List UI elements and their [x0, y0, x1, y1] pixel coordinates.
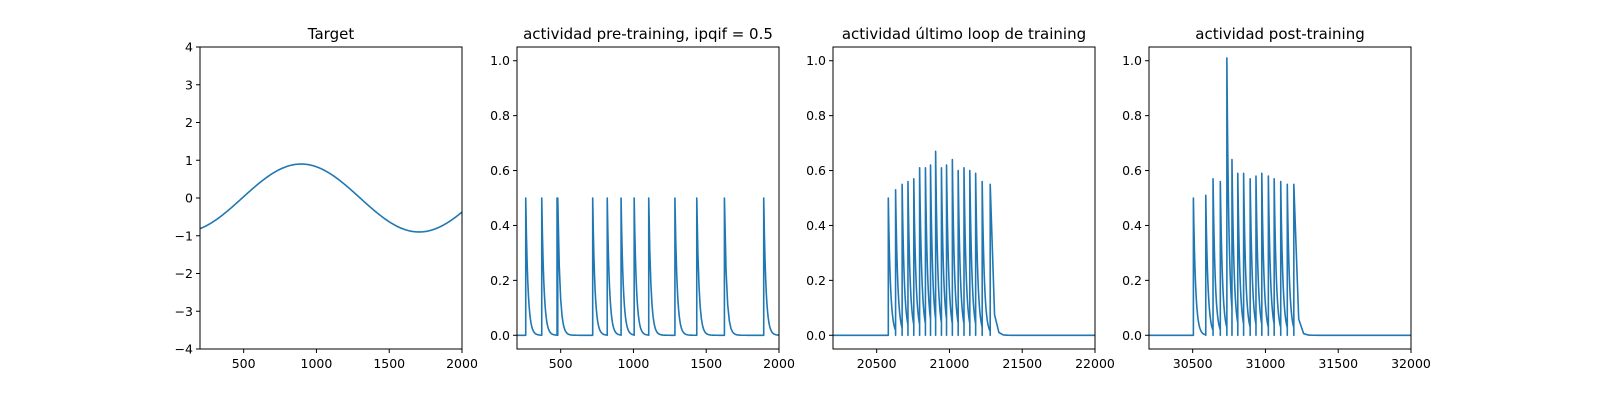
- y-tick-label: 1: [185, 153, 193, 168]
- axes-frame: [832, 46, 1096, 350]
- x-tick-label: 2000: [446, 356, 478, 371]
- x-tick-label: 21500: [1002, 356, 1042, 371]
- x-tick-label: 31500: [1318, 356, 1358, 371]
- y-tick-label: 0.8: [490, 108, 510, 123]
- y-tick-label: 0.8: [1122, 108, 1142, 123]
- series-line: [833, 150, 1095, 337]
- x-tick-label: 21000: [930, 356, 970, 371]
- y-tick-label: 1.0: [806, 53, 826, 68]
- axes-frame: [516, 46, 780, 350]
- chart-panel-4: actividad post-training 30500 31000 31500 32…: [1122, 25, 1431, 371]
- x-tick-label: 32000: [1391, 356, 1431, 371]
- y-tick-label: 0.0: [1122, 328, 1142, 343]
- chart-panel-3: actividad último loop de training 20500 21…: [806, 25, 1115, 371]
- y-tick-label: 0.6: [490, 163, 510, 178]
- axes-frame: [1148, 46, 1412, 350]
- y-tick-label: 1.0: [490, 53, 510, 68]
- y-tick-label: 0: [185, 191, 193, 206]
- x-tick-label: 22000: [1075, 356, 1115, 371]
- y-tick-label: 4: [185, 40, 193, 55]
- x-tick-label: 1500: [373, 356, 405, 371]
- y-tick-label: 0.6: [806, 163, 826, 178]
- chart-title: actividad post-training: [1195, 25, 1364, 43]
- x-tick-label: 2000: [763, 356, 795, 371]
- y-tick-label: 0.4: [490, 218, 510, 233]
- x-tick-label: 500: [549, 356, 573, 371]
- y-tick-label: 0.8: [806, 108, 826, 123]
- x-tick-label: 30500: [1173, 356, 1213, 371]
- y-tick-label: 2: [185, 115, 193, 130]
- chart-panel-2: actividad pre-training, ipqif = 0.5 500 10…: [490, 25, 795, 371]
- y-tick-label: 0.0: [806, 328, 826, 343]
- y-tick-label: −2: [175, 266, 193, 281]
- y-tick-label: 0.2: [806, 273, 826, 288]
- axes-frame: [199, 46, 463, 350]
- y-tick-label: 0.2: [1122, 273, 1142, 288]
- y-tick-label: −3: [175, 304, 193, 319]
- series-line: [517, 197, 779, 337]
- x-tick-label: 500: [232, 356, 256, 371]
- x-tick-label: 31000: [1246, 356, 1286, 371]
- series-line: [200, 163, 462, 233]
- x-tick-label: 20500: [857, 356, 897, 371]
- x-tick-label: 1000: [618, 356, 650, 371]
- y-tick-label: 0.4: [1122, 218, 1142, 233]
- y-tick-label: 0.0: [490, 328, 510, 343]
- chart-title: Target: [307, 25, 355, 43]
- x-tick-label: 1000: [301, 356, 333, 371]
- x-tick-label: 1500: [690, 356, 722, 371]
- y-tick-label: −1: [175, 228, 193, 243]
- y-tick-label: 1.0: [1122, 53, 1142, 68]
- series-line: [1149, 57, 1411, 337]
- y-tick-label: 0.2: [490, 273, 510, 288]
- y-tick-label: 0.6: [1122, 163, 1142, 178]
- chart-panel-1: Target 500 1000 1500 2000 −4 −3 −2 −1 0 1 2 3 4: [175, 25, 478, 371]
- y-tick-label: 3: [185, 77, 193, 92]
- chart-title: actividad último loop de training: [842, 25, 1086, 43]
- chart-title: actividad pre-training, ipqif = 0.5: [523, 25, 773, 43]
- y-tick-label: 0.4: [806, 218, 826, 233]
- y-tick-label: −4: [175, 342, 193, 357]
